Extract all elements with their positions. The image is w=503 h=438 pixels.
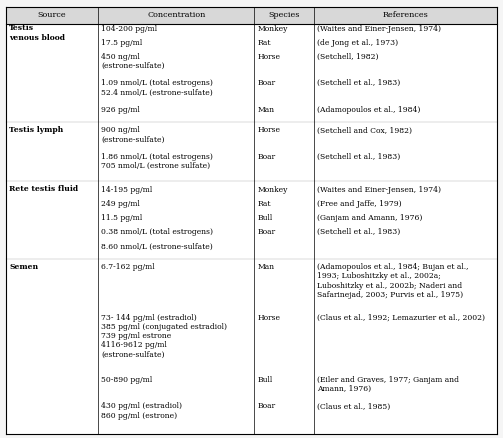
Text: References: References — [382, 11, 428, 19]
Text: 0.38 nmol/L (total estrogens): 0.38 nmol/L (total estrogens) — [101, 228, 213, 236]
Text: Boar: Boar — [258, 403, 276, 410]
Text: Rat: Rat — [258, 39, 271, 47]
Text: 450 ng/ml
(estrone-sulfate): 450 ng/ml (estrone-sulfate) — [101, 53, 165, 70]
Text: (Free and Jaffe, 1979): (Free and Jaffe, 1979) — [317, 200, 401, 208]
Text: (Eiler and Graves, 1977; Ganjam and
Amann, 1976): (Eiler and Graves, 1977; Ganjam and Aman… — [317, 376, 459, 393]
Text: 73- 144 pg/ml (estradiol)
385 pg/ml (conjugated estradiol)
739 pg/ml estrone
411: 73- 144 pg/ml (estradiol) 385 pg/ml (con… — [101, 314, 227, 358]
Text: Source: Source — [38, 11, 66, 19]
Text: Testis
venous blood: Testis venous blood — [9, 25, 65, 42]
Text: (Claus et al., 1985): (Claus et al., 1985) — [317, 403, 390, 410]
Text: Boar: Boar — [258, 79, 276, 87]
Text: 14-195 pg/ml: 14-195 pg/ml — [101, 186, 152, 194]
Text: Monkey: Monkey — [258, 25, 288, 32]
Text: Boar: Boar — [258, 153, 276, 161]
Text: 1.09 nmol/L (total estrogens)
52.4 nmol/L (estrone-sulfate): 1.09 nmol/L (total estrogens) 52.4 nmol/… — [101, 79, 213, 96]
Text: 8.60 nmol/L (estrone-sulfate): 8.60 nmol/L (estrone-sulfate) — [101, 243, 213, 251]
Text: 6.7-162 pg/ml: 6.7-162 pg/ml — [101, 263, 155, 271]
Text: 430 pg/ml (estradiol)
860 pg/ml (estrone): 430 pg/ml (estradiol) 860 pg/ml (estrone… — [101, 403, 183, 420]
Text: Boar: Boar — [258, 228, 276, 236]
Text: 249 pg/ml: 249 pg/ml — [101, 200, 140, 208]
Text: (Adamopoulos et al., 1984; Bujan et al.,
1993; Luboshitzky et al., 2002a;
Lubosh: (Adamopoulos et al., 1984; Bujan et al.,… — [317, 263, 468, 299]
Text: (de Jong et al., 1973): (de Jong et al., 1973) — [317, 39, 398, 47]
Text: Concentration: Concentration — [147, 11, 206, 19]
Text: Bull: Bull — [258, 376, 273, 384]
Text: Man: Man — [258, 106, 275, 113]
Text: (Setchell and Cox, 1982): (Setchell and Cox, 1982) — [317, 127, 412, 134]
Text: (Setchell et al., 1983): (Setchell et al., 1983) — [317, 153, 400, 161]
Text: (Ganjam and Amann, 1976): (Ganjam and Amann, 1976) — [317, 214, 422, 222]
Text: (Waites and Einer-Jensen, 1974): (Waites and Einer-Jensen, 1974) — [317, 186, 441, 194]
Text: Monkey: Monkey — [258, 186, 288, 194]
Text: Testis lymph: Testis lymph — [9, 126, 63, 134]
Text: Horse: Horse — [258, 314, 281, 321]
Text: 1.86 nmol/L (total estrogens)
705 nmol/L (estrone sulfate): 1.86 nmol/L (total estrogens) 705 nmol/L… — [101, 153, 213, 170]
Text: (Waites and Einer-Jensen, 1974): (Waites and Einer-Jensen, 1974) — [317, 25, 441, 32]
Text: Rat: Rat — [258, 200, 271, 208]
Text: (Setchell et al., 1983): (Setchell et al., 1983) — [317, 79, 400, 87]
Text: Species: Species — [269, 11, 300, 19]
Text: Horse: Horse — [258, 53, 281, 61]
Text: 17.5 pg/ml: 17.5 pg/ml — [101, 39, 142, 47]
Text: (Setchell et al., 1983): (Setchell et al., 1983) — [317, 228, 400, 236]
Text: (Adamopoulos et al., 1984): (Adamopoulos et al., 1984) — [317, 106, 420, 113]
Text: 900 ng/ml
(estrone-sulfate): 900 ng/ml (estrone-sulfate) — [101, 127, 165, 144]
Text: Semen: Semen — [9, 263, 38, 271]
Text: Man: Man — [258, 263, 275, 271]
Text: 50-890 pg/ml: 50-890 pg/ml — [101, 376, 152, 384]
Text: 104-200 pg/ml: 104-200 pg/ml — [101, 25, 157, 32]
Text: 926 pg/ml: 926 pg/ml — [101, 106, 140, 113]
Text: (Claus et al., 1992; Lemazurier et al., 2002): (Claus et al., 1992; Lemazurier et al., … — [317, 314, 485, 321]
Text: (Setchell, 1982): (Setchell, 1982) — [317, 53, 378, 61]
Text: Bull: Bull — [258, 214, 273, 222]
Bar — [6, 7, 497, 24]
Text: Horse: Horse — [258, 127, 281, 134]
Text: Rete testis fluid: Rete testis fluid — [9, 185, 78, 194]
Text: 11.5 pg/ml: 11.5 pg/ml — [101, 214, 142, 222]
